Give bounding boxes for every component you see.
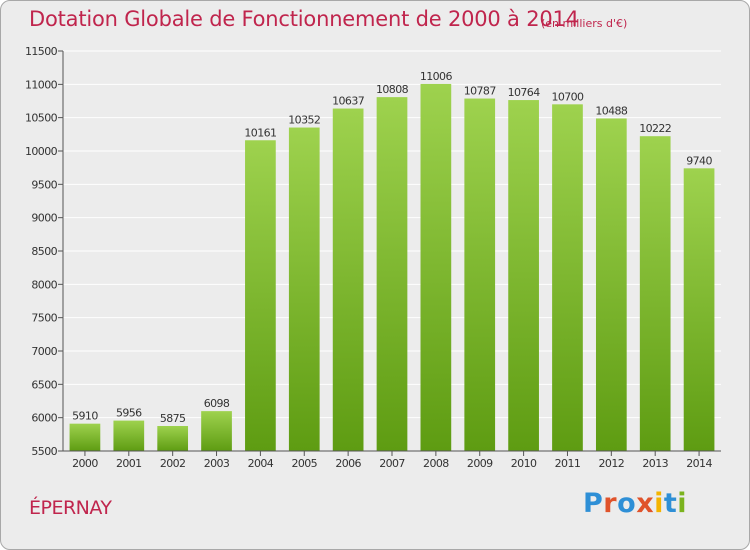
bar (332, 108, 364, 452)
data-label: 11006 (420, 70, 453, 83)
x-tick-label: 2008 (423, 457, 449, 470)
data-label: 10222 (639, 122, 671, 135)
bar (683, 168, 715, 452)
data-label: 5956 (116, 407, 142, 420)
y-tick-label: 9000 (31, 212, 57, 225)
y-tick-label: 6500 (31, 378, 57, 391)
x-tick-label: 2005 (291, 457, 317, 470)
y-tick-label: 10000 (25, 145, 58, 158)
bar (376, 97, 408, 451)
x-tick-label: 2010 (511, 457, 537, 470)
data-label: 10161 (244, 126, 276, 139)
y-tick-label: 8000 (31, 278, 57, 291)
x-tick-label: 2012 (599, 457, 625, 470)
city-name: ÉPERNAY (29, 497, 112, 519)
y-tick-label: 11500 (25, 45, 58, 58)
data-label: 10787 (464, 85, 497, 98)
x-tick-label: 2009 (467, 457, 493, 470)
data-label: 10808 (376, 83, 409, 96)
y-tick-label: 9500 (31, 178, 57, 191)
y-tick-label: 7500 (31, 312, 57, 325)
logo-letter: x (636, 488, 655, 519)
x-tick-label: 2007 (379, 457, 405, 470)
data-label: 10352 (288, 114, 320, 127)
logo-letter: t (663, 488, 678, 519)
x-tick-label: 2004 (248, 457, 274, 470)
bar (201, 411, 232, 451)
x-tick-label: 2011 (555, 457, 581, 470)
bar (552, 104, 583, 451)
bar (464, 98, 496, 452)
data-label: 10488 (595, 104, 628, 117)
x-tick-label: 2001 (116, 457, 142, 470)
chart-title: Dotation Globale de Fonctionnement de 20… (29, 7, 579, 31)
data-label: 10764 (508, 86, 541, 99)
y-tick-label: 10500 (25, 112, 58, 125)
logo-letter: r (603, 488, 618, 519)
y-tick-label: 8500 (31, 245, 57, 258)
bar (595, 118, 627, 451)
bar (420, 83, 452, 451)
data-label: 5910 (72, 410, 98, 423)
bar (69, 423, 101, 451)
y-tick-label: 5500 (31, 445, 57, 458)
logo-letter: P (583, 488, 604, 519)
x-tick-label: 2003 (204, 457, 230, 470)
chart-subtitle: (en milliers d'€) (541, 17, 628, 30)
bar (639, 136, 671, 451)
x-tick-label: 2006 (335, 457, 361, 470)
data-label: 9740 (686, 154, 712, 167)
y-tick-label: 6000 (31, 412, 57, 425)
data-label: 6098 (204, 397, 230, 410)
bar (288, 127, 320, 452)
logo-letter: i (654, 488, 664, 519)
x-tick-label: 2013 (642, 457, 668, 470)
x-tick-label: 2014 (686, 457, 712, 470)
y-tick-label: 7000 (31, 345, 57, 358)
data-label: 10637 (332, 95, 365, 108)
data-label: 5875 (160, 412, 186, 425)
bar (245, 140, 276, 451)
logo-letter: o (617, 488, 637, 519)
x-tick-label: 2002 (160, 457, 186, 470)
logo-letter: i (677, 488, 688, 519)
x-tick-label: 2000 (72, 457, 98, 470)
bar (113, 420, 145, 451)
y-tick-label: 11000 (25, 78, 58, 91)
data-label: 10700 (551, 90, 584, 103)
bar (157, 426, 189, 451)
bar (508, 100, 539, 452)
proxiti-logo: Proxiti (583, 488, 687, 519)
